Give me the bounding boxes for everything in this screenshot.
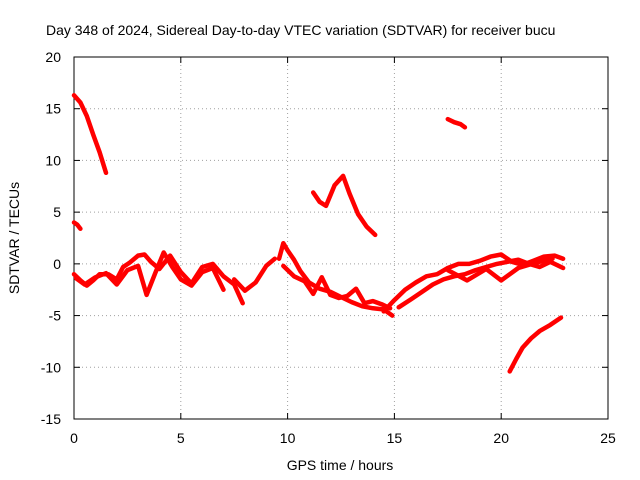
x-tick-label: 5 — [177, 430, 185, 446]
x-tick-label: 25 — [600, 430, 616, 446]
y-tick-label: -5 — [49, 308, 62, 324]
data-series — [71, 93, 566, 374]
series-line-arc-7 — [281, 263, 393, 311]
y-tick-label: 10 — [45, 152, 61, 168]
series-line-arc-10 — [396, 257, 566, 310]
y-tick-label: 15 — [45, 101, 61, 117]
series-line-arc-6 — [276, 240, 395, 318]
x-axis-label: GPS time / hours — [287, 457, 394, 473]
x-tick-label: 10 — [280, 430, 296, 446]
y-tick-label: 0 — [53, 256, 61, 272]
series-line-arc-11 — [445, 256, 555, 283]
axis-ticks — [73, 56, 609, 420]
y-tick-label: -15 — [41, 411, 61, 427]
grid-lines — [74, 57, 608, 419]
y-tick-label: 5 — [53, 204, 61, 220]
series-line-arc-13 — [445, 116, 468, 130]
series-line-arc-5 — [231, 256, 278, 293]
plot-frame — [73, 56, 609, 420]
y-tick-label: -10 — [41, 359, 61, 375]
y-tick-label: 20 — [45, 49, 61, 65]
x-tick-label: 20 — [493, 430, 509, 446]
series-line-arc-8 — [310, 173, 378, 238]
series-line-arc-1 — [71, 93, 109, 176]
series-line-arc-4 — [73, 250, 226, 298]
tick-labels: 0 5 10 15 20 25 -15 -10 -5 0 5 10 15 20 — [41, 49, 616, 446]
chart-title: Day 348 of 2024, Sidereal Day-to-day VTE… — [46, 22, 555, 38]
x-tick-label: 0 — [70, 430, 78, 446]
x-tick-label: 15 — [387, 430, 403, 446]
y-axis-label: SDTVAR / TECUs — [6, 182, 22, 294]
series-line-arc-9 — [381, 252, 566, 314]
series-line-arc-2 — [71, 220, 83, 231]
series-line-arc-12 — [507, 315, 564, 374]
